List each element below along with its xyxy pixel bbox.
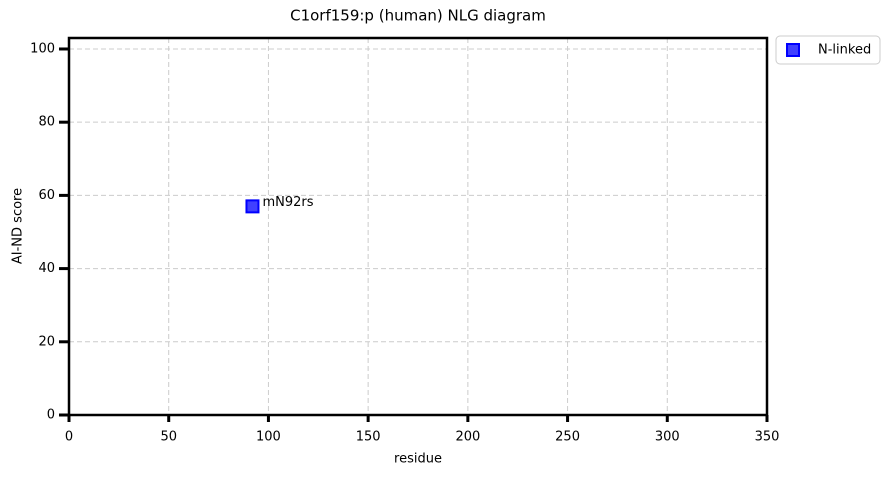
point-annotation: mN92rs — [262, 195, 313, 210]
x-tick-label: 50 — [160, 430, 177, 445]
chart-title: C1orf159:p (human) NLG diagram — [290, 7, 546, 25]
x-tick-label: 150 — [356, 430, 381, 445]
x-tick-label: 300 — [655, 430, 680, 445]
x-tick-label: 250 — [555, 430, 580, 445]
y-tick-label: 60 — [38, 188, 55, 203]
x-tick-label: 200 — [455, 430, 480, 445]
y-tick-label: 0 — [47, 408, 55, 423]
legend-box — [775, 35, 881, 65]
y-tick-label: 100 — [30, 41, 55, 56]
y-tick-label: 80 — [38, 115, 55, 130]
x-tick-label: 100 — [256, 430, 281, 445]
data-point — [245, 199, 260, 214]
x-tick-label: 350 — [755, 430, 780, 445]
legend-marker — [786, 43, 800, 57]
x-tick-label: 0 — [65, 430, 73, 445]
plot-frame — [67, 36, 769, 417]
x-axis-label: residue — [394, 452, 442, 467]
y-tick-label: 20 — [38, 334, 55, 349]
y-tick-label: 40 — [38, 261, 55, 276]
legend-label: N-linked — [818, 43, 871, 58]
y-axis-label: AI-ND score — [11, 188, 26, 264]
